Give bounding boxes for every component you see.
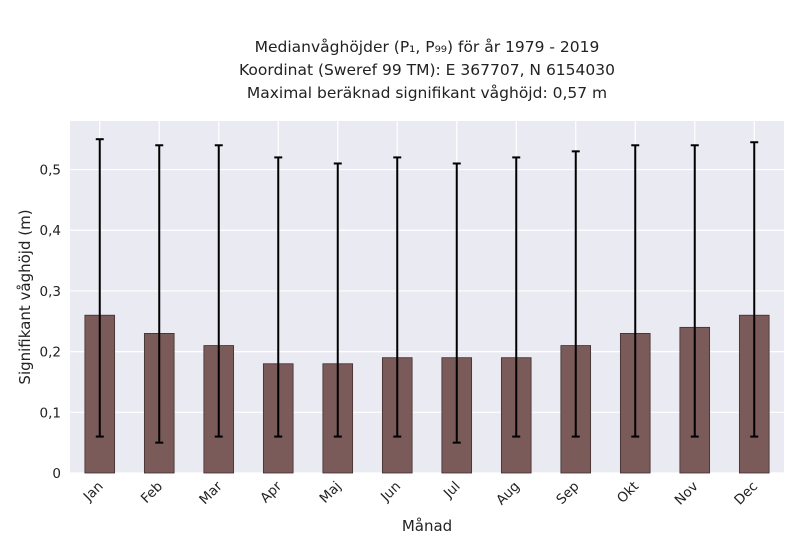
x-axis-label: Månad: [402, 517, 452, 535]
y-tick-label: 0: [52, 466, 61, 482]
x-tick-label: Mar: [196, 478, 226, 508]
title-line-3: Maximal beräknad signifikant våghöjd: 0,…: [247, 84, 607, 102]
error-bar-maj: [333, 162, 342, 438]
error-bar-feb: [155, 144, 164, 444]
y-tick-label: 0,1: [40, 405, 61, 421]
y-tick-label: 0,5: [40, 163, 61, 179]
error-bar-jul: [452, 162, 461, 444]
x-tick-labels: Jan Feb Mar Apr Maj Jun Jul Aug Sep Okt Nov Dec: [80, 478, 761, 508]
x-tick-label: Nov: [672, 479, 702, 509]
error-bar-jan: [95, 138, 104, 438]
x-tick-label: Feb: [138, 479, 166, 507]
error-bar-apr: [274, 156, 283, 438]
x-tick-label: Apr: [257, 478, 285, 506]
x-tick-label: Sep: [553, 479, 582, 508]
error-bar-okt: [631, 144, 640, 438]
error-bar-dec: [750, 141, 759, 438]
x-tick-label: Jan: [80, 479, 107, 506]
title-line-1: Medianvåghöjder (P₁, P₉₉) för år 1979 - …: [255, 38, 600, 56]
y-tick-label: 0,3: [40, 284, 61, 300]
plot-area: [70, 121, 784, 473]
x-tick-label: Jul: [440, 479, 464, 503]
chart-title: Medianvåghöjder (P₁, P₉₉) för år 1979 - …: [239, 38, 615, 102]
x-tick-label: Aug: [493, 479, 523, 509]
error-bar-mar: [214, 144, 223, 438]
x-tick-label: Okt: [614, 479, 642, 507]
title-line-2: Koordinat (Sweref 99 TM): E 367707, N 61…: [239, 61, 615, 79]
error-bars: [95, 138, 759, 444]
x-tick-label: Maj: [317, 479, 345, 507]
y-tick-label: 0,4: [40, 223, 61, 239]
x-tick-label: Jun: [377, 479, 404, 506]
error-bar-jun: [393, 156, 402, 438]
error-bar-nov: [690, 144, 699, 438]
y-axis-label: Signifikant våghöjd (m): [16, 209, 34, 384]
error-bar-aug: [512, 156, 521, 438]
y-tick-labels: 0 0,1 0,2 0,3 0,4 0,5: [40, 163, 61, 482]
x-tick-label: Dec: [731, 479, 761, 509]
error-bar-sep: [571, 150, 580, 438]
y-tick-label: 0,2: [40, 345, 61, 361]
